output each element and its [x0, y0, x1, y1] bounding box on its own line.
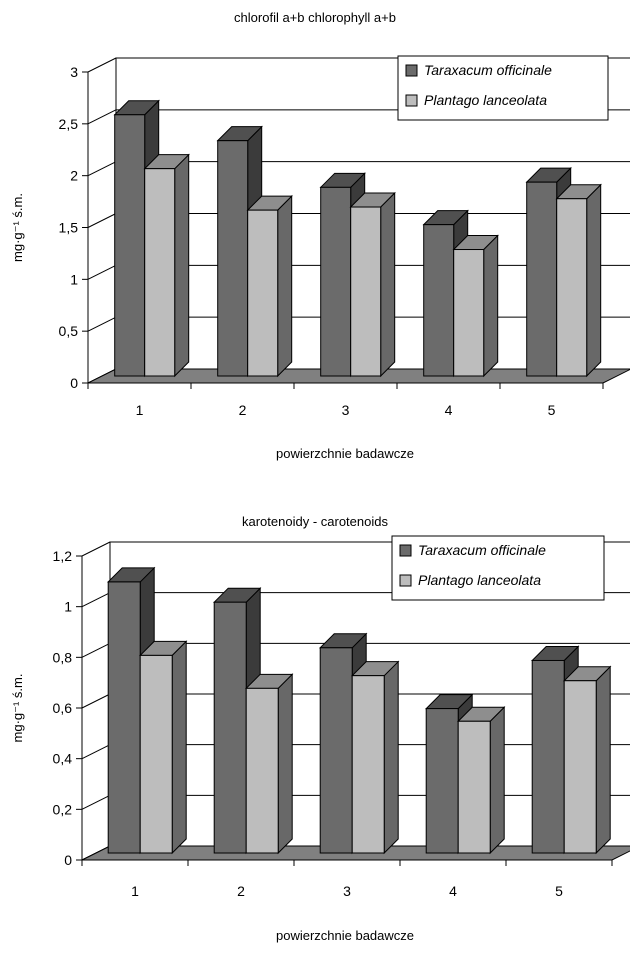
x-tick-label: 3	[343, 883, 351, 899]
bar-plantago-4	[456, 706, 506, 855]
bar-front	[245, 687, 279, 854]
bar-front	[114, 114, 146, 377]
bar-front	[144, 168, 176, 377]
bar-front	[350, 206, 382, 377]
y-tick-label: 0,5	[59, 323, 79, 339]
legend-label: Taraxacum officinale	[424, 62, 552, 78]
x-tick-label: 4	[449, 883, 457, 899]
y-tick-label: 0,2	[53, 801, 73, 817]
legend: Taraxacum officinale Plantago lanceolata	[397, 55, 609, 121]
bar-side	[277, 194, 293, 378]
legend-box	[391, 535, 605, 601]
bar-front	[563, 680, 597, 854]
x-tick-label: 1	[136, 402, 144, 418]
y-tick-label: 0,4	[53, 751, 73, 767]
x-axis-title: powierzchnie badawcze	[276, 928, 414, 943]
bar-side	[277, 673, 293, 855]
bar-side	[171, 640, 187, 855]
legend-swatch	[399, 544, 412, 557]
bar-front	[423, 224, 455, 377]
y-tick-label: 0,8	[53, 649, 73, 665]
y-tick-label: 0	[64, 852, 72, 868]
bar-side	[174, 153, 190, 378]
side-gridline	[81, 592, 111, 608]
y-tick-label: 0	[70, 375, 78, 391]
bar-front	[453, 249, 485, 377]
y-tick-label: 0,6	[53, 700, 73, 716]
x-tick-label: 4	[445, 402, 453, 418]
y-tick-label: 1	[70, 271, 78, 287]
bar-plantago-5	[555, 183, 602, 378]
chart-title: chlorofil a+b chlorophyll a+b	[234, 10, 396, 25]
bar-plantago-2	[244, 673, 294, 855]
legend-label: Plantago lanceolata	[418, 572, 541, 588]
x-tick-label: 5	[555, 883, 563, 899]
bar-side	[595, 665, 611, 855]
side-gridline	[87, 213, 117, 228]
x-tick-label: 1	[131, 883, 139, 899]
x-tick-label: 2	[239, 402, 247, 418]
bar-front	[319, 647, 353, 854]
bar-plantago-2	[246, 194, 293, 378]
side-gridline	[81, 794, 111, 810]
y-axis-title: mg·g⁻¹ ś.m.	[10, 674, 25, 743]
x-tick-label: 2	[237, 883, 245, 899]
legend-box	[397, 55, 609, 121]
legend: Taraxacum officinale Plantago lanceolata	[391, 535, 605, 601]
legend-swatch	[405, 64, 418, 77]
bar-front	[425, 708, 459, 854]
y-tick-label: 1,2	[53, 548, 73, 564]
bar-side	[483, 234, 499, 378]
bar-side	[586, 183, 602, 378]
y-tick-label: 2	[70, 168, 78, 184]
side-gridline	[87, 161, 117, 177]
bar-side	[383, 660, 399, 855]
bar-front	[531, 659, 565, 854]
chart-title: karotenoidy - carotenoids	[242, 514, 388, 529]
y-tick-label: 1,5	[59, 220, 79, 236]
bar-front	[217, 140, 249, 377]
chlorophyll-chart: chlorofil a+b chlorophyll a+b 0 0,5 1 1,5 2 2,…	[10, 10, 630, 461]
side-gridline	[81, 744, 111, 760]
legend-swatch	[399, 574, 412, 587]
side-gridline	[87, 316, 117, 332]
bar-front	[556, 198, 588, 377]
side-gridline	[81, 693, 111, 709]
bar-front	[213, 601, 247, 854]
y-axis-title: mg·g⁻¹ ś.m.	[10, 193, 25, 262]
bar-side	[380, 191, 396, 378]
bar-plantago-1	[138, 640, 188, 855]
side-gridline	[87, 264, 117, 280]
legend-label: Plantago lanceolata	[424, 92, 547, 108]
bar-front	[139, 654, 173, 854]
bar-plantago-4	[452, 234, 499, 378]
legend-label: Taraxacum officinale	[418, 542, 546, 558]
bar-plantago-3	[349, 191, 396, 378]
x-axis-title: powierzchnie badawcze	[276, 446, 414, 461]
legend-swatch	[405, 94, 418, 107]
bar-plantago-5	[562, 665, 612, 855]
side-gridline	[87, 57, 117, 73]
bar-front	[320, 186, 352, 377]
y-tick-label: 1	[64, 599, 72, 615]
bar-front	[457, 720, 491, 854]
y-tick-label: 2,5	[59, 116, 79, 132]
x-tick-label: 3	[342, 402, 350, 418]
bar-front	[526, 181, 558, 377]
bar-plantago-1	[143, 153, 190, 378]
bar-front	[351, 675, 385, 854]
y-tick-label: 3	[70, 64, 78, 80]
side-gridline	[81, 541, 111, 557]
side-gridline	[81, 642, 111, 658]
x-tick-label: 5	[548, 402, 556, 418]
bar-front	[247, 209, 279, 377]
side-gridline	[87, 109, 117, 125]
carotenoids-chart: karotenoidy - carotenoids 0 0,2 0,4 0,6 0,8 1 1…	[10, 514, 630, 943]
bar-front	[107, 581, 141, 854]
bar-plantago-3	[350, 660, 400, 855]
bar-side	[489, 706, 505, 855]
